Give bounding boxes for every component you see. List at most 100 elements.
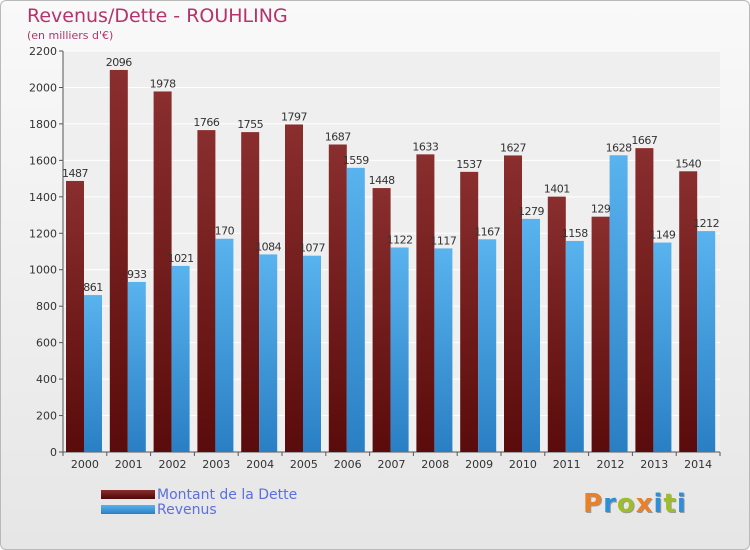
bar-revenus [84,295,102,452]
legend-label-revenus: Revenus [157,501,217,518]
legend-swatch-dette [101,490,155,499]
bar-dette [66,180,84,452]
bar-revenus [434,248,453,452]
data-label-revenus: 861 [83,281,103,294]
y-tick-label: 1000 [29,264,57,277]
bar-revenus [609,155,628,452]
bar-revenus [697,231,716,452]
x-tick-label: 2012 [597,458,625,471]
x-tick-label: 2002 [159,458,187,471]
chart-title: Revenus/Dette - ROUHLING [27,5,288,27]
bar-revenus [127,281,146,452]
y-tick-label: 400 [36,373,57,386]
data-label-revenus: 170 [215,225,235,238]
logo-letter: x [635,489,654,519]
data-label-revenus: 1628 [606,141,632,154]
bar-dette [372,188,391,452]
y-tick-label: 800 [36,300,57,313]
y-tick-label: 1400 [29,191,57,204]
x-tick-label: 2013 [640,458,668,471]
bar-dette [197,130,216,452]
x-tick-label: 2006 [334,458,362,471]
data-label-revenus: 1122 [387,233,413,246]
data-label-revenus: 1149 [649,229,675,242]
y-tick-label: 2000 [29,81,57,94]
data-label-dette: 1687 [325,131,351,144]
data-label-revenus: 1158 [562,227,588,240]
x-tick-label: 2009 [465,458,493,471]
data-label-revenus: 1077 [299,242,325,255]
legend-item-revenus: Revenus [101,501,297,518]
bar-revenus [478,239,497,452]
x-tick-label: 2004 [246,458,274,471]
logo-letter: i [676,489,687,519]
legend-swatch-revenus [101,505,155,514]
y-tick-label: 1800 [29,118,57,131]
x-tick-label: 2005 [290,458,318,471]
data-label-dette: 2096 [106,56,132,69]
bar-dette [416,154,435,452]
bar-revenus [653,242,672,452]
data-label-revenus: 1279 [518,205,544,218]
data-label-revenus: 1559 [343,154,369,167]
bar-dette [591,216,610,452]
y-tick-label: 2200 [29,45,57,58]
data-label-revenus: 933 [127,268,147,281]
x-tick-label: 2010 [509,458,537,471]
data-label-dette: 1667 [631,134,657,147]
bar-dette [460,171,479,453]
bar-revenus [522,218,540,452]
data-label-revenus: 1021 [168,252,194,265]
x-tick-label: 2008 [421,458,449,471]
x-tick-label: 2003 [202,458,230,471]
y-tick-label: 1200 [29,227,57,240]
bar-dette [109,69,128,452]
data-label-revenus: 1117 [430,234,456,247]
x-tick-label: 2001 [115,458,143,471]
legend: Montant de la Dette Revenus [101,486,298,518]
data-label-dette: 1537 [456,158,482,171]
bar-dette [241,132,260,452]
legend-label-dette: Montant de la Dette [157,486,298,503]
bar-revenus [171,265,190,452]
proxiti-logo: Proxiti [583,489,687,519]
data-label-dette: 1766 [193,116,219,129]
y-tick-label: 200 [36,410,57,423]
bar-dette [285,124,303,453]
x-tick-label: 2007 [378,458,406,471]
y-tick-label: 1600 [29,154,57,167]
data-label-dette: 1401 [544,183,570,196]
bar-dette [504,155,522,453]
data-label-dette: 1755 [237,118,263,131]
bar-revenus [390,247,409,452]
legend-item-dette: Montant de la Dette [101,486,298,503]
data-label-dette: 1797 [281,110,307,123]
data-label-dette: 129 [591,203,611,216]
data-label-revenus: 1167 [474,225,500,238]
data-label-revenus: 1212 [693,217,719,230]
bar-dette [679,171,698,453]
logo-letter: o [616,489,636,519]
data-label-dette: 1978 [150,77,176,90]
bar-revenus [346,167,365,452]
logo-letter: P [583,489,604,519]
x-tick-label: 2000 [71,458,99,471]
logo-letter: r [603,489,617,519]
y-tick-label: 600 [36,337,57,350]
chart-subtitle: (en milliers d'€) [27,29,114,42]
data-label-dette: 1627 [500,141,526,154]
x-tick-label: 2011 [553,458,581,471]
bar-revenus [259,254,278,452]
data-label-dette: 1448 [369,174,395,187]
bar-revenus [215,238,234,452]
logo-letter: t [663,489,677,519]
bar-dette [635,148,654,452]
logo-letter: i [653,489,664,519]
bar-dette [328,144,347,452]
x-tick-label: 2014 [684,458,712,471]
data-label-revenus: 1084 [255,240,281,253]
y-tick-label: 0 [50,446,57,459]
bar-revenus [565,240,584,452]
